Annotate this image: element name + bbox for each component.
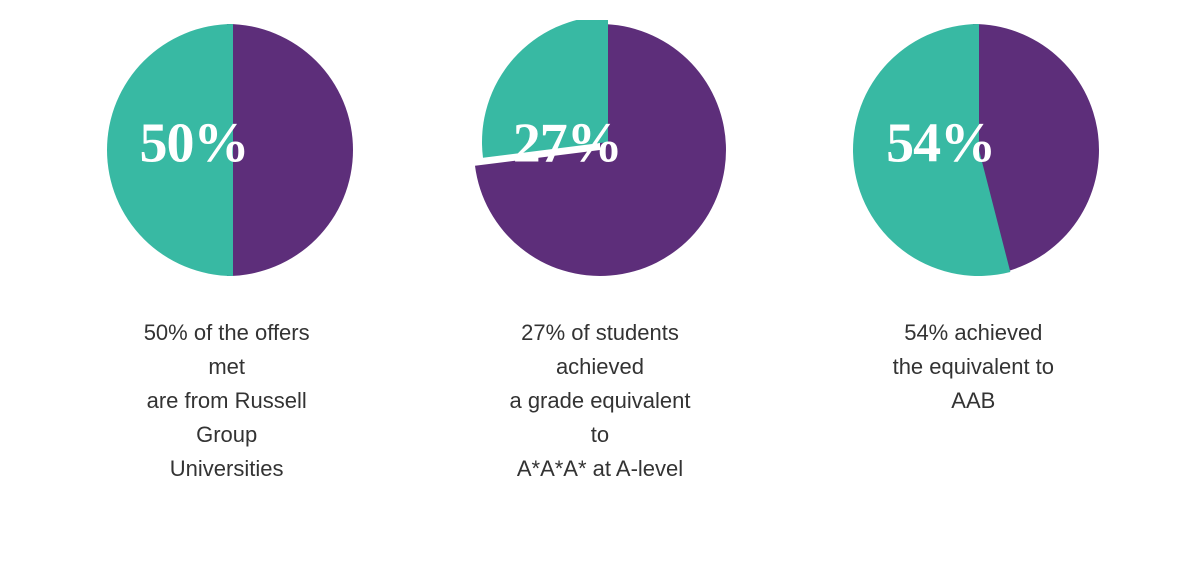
stat-panel-offers: 50% 50% of the offers met are from Russe… <box>57 20 397 486</box>
stat-caption: 54% achieved the equivalent to AAB <box>893 316 1054 418</box>
stat-panel-aab: 54% 54% achieved the equivalent to AAB <box>803 20 1143 418</box>
pie-chart-offers: 50% <box>97 20 357 280</box>
pie-chart-grade-top: 27% <box>470 20 730 280</box>
stat-caption: 27% of students achieved a grade equival… <box>509 316 690 486</box>
percent-label: 50% <box>139 112 248 176</box>
percent-label: 27% <box>513 112 622 176</box>
pie-chart-aab: 54% <box>843 20 1103 280</box>
percent-label: 54% <box>886 112 995 176</box>
stat-panel-grade-top: 27% 27% of students achieved a grade equ… <box>430 20 770 486</box>
stat-caption: 50% of the offers met are from Russell G… <box>144 316 310 486</box>
stats-row: 50% 50% of the offers met are from Russe… <box>0 0 1200 486</box>
